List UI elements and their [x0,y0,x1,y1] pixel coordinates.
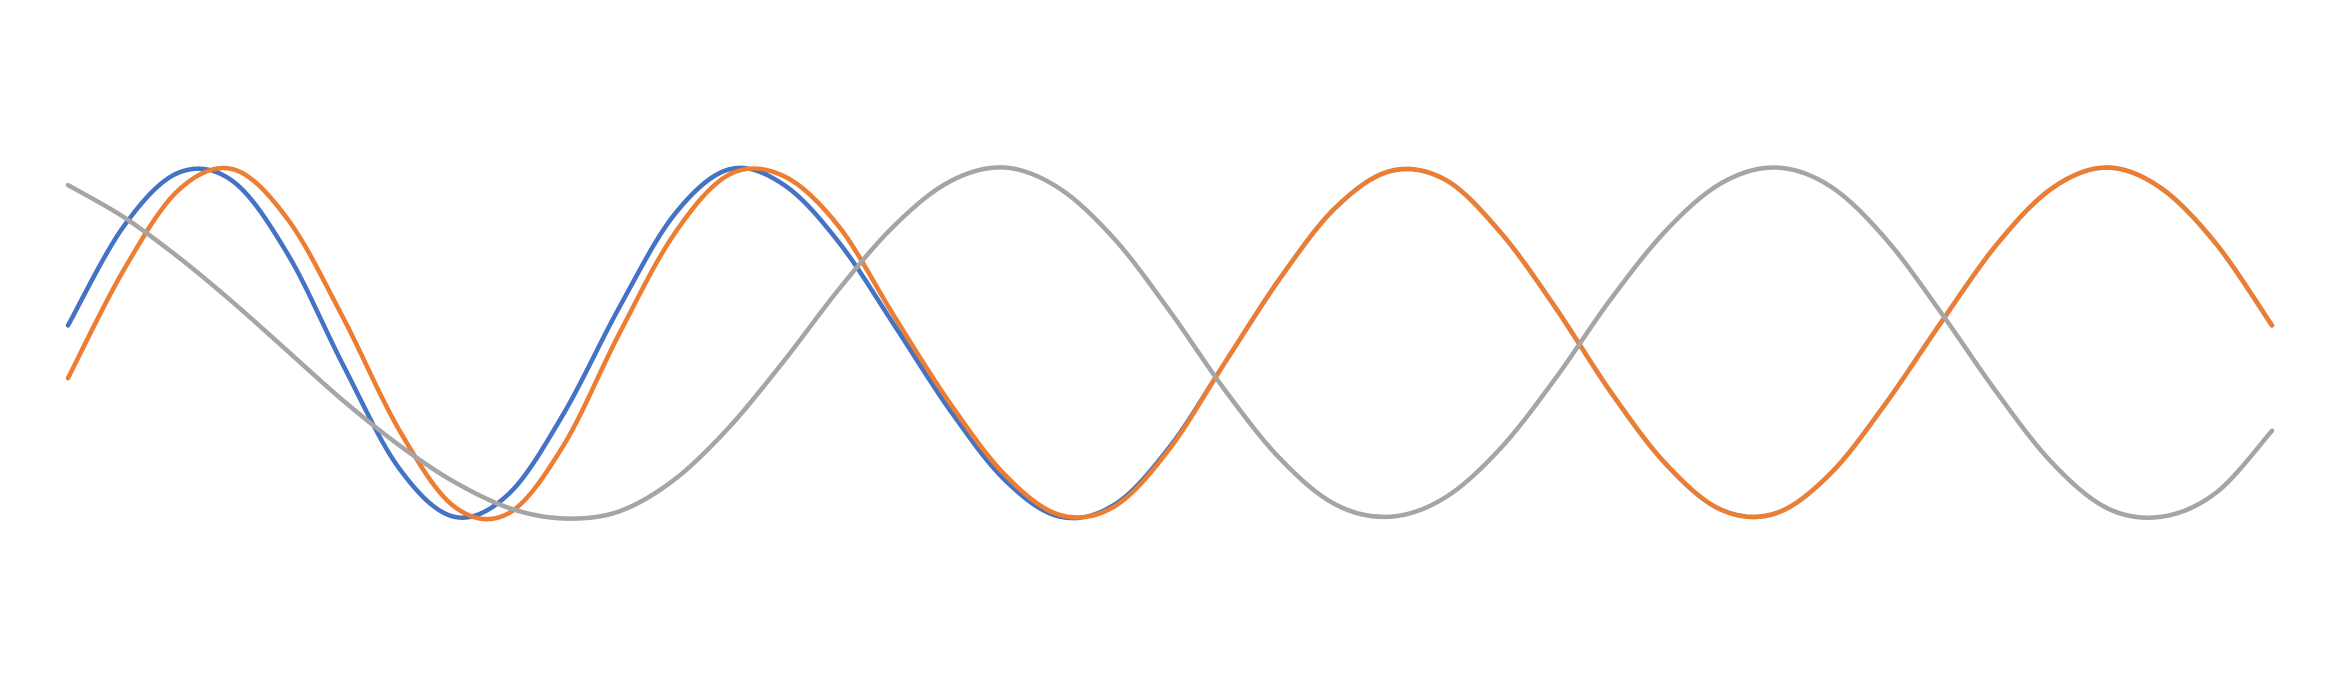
series-line-1 [65,165,2275,521]
series-line-3 [65,165,2275,521]
series-layer [65,165,2275,522]
